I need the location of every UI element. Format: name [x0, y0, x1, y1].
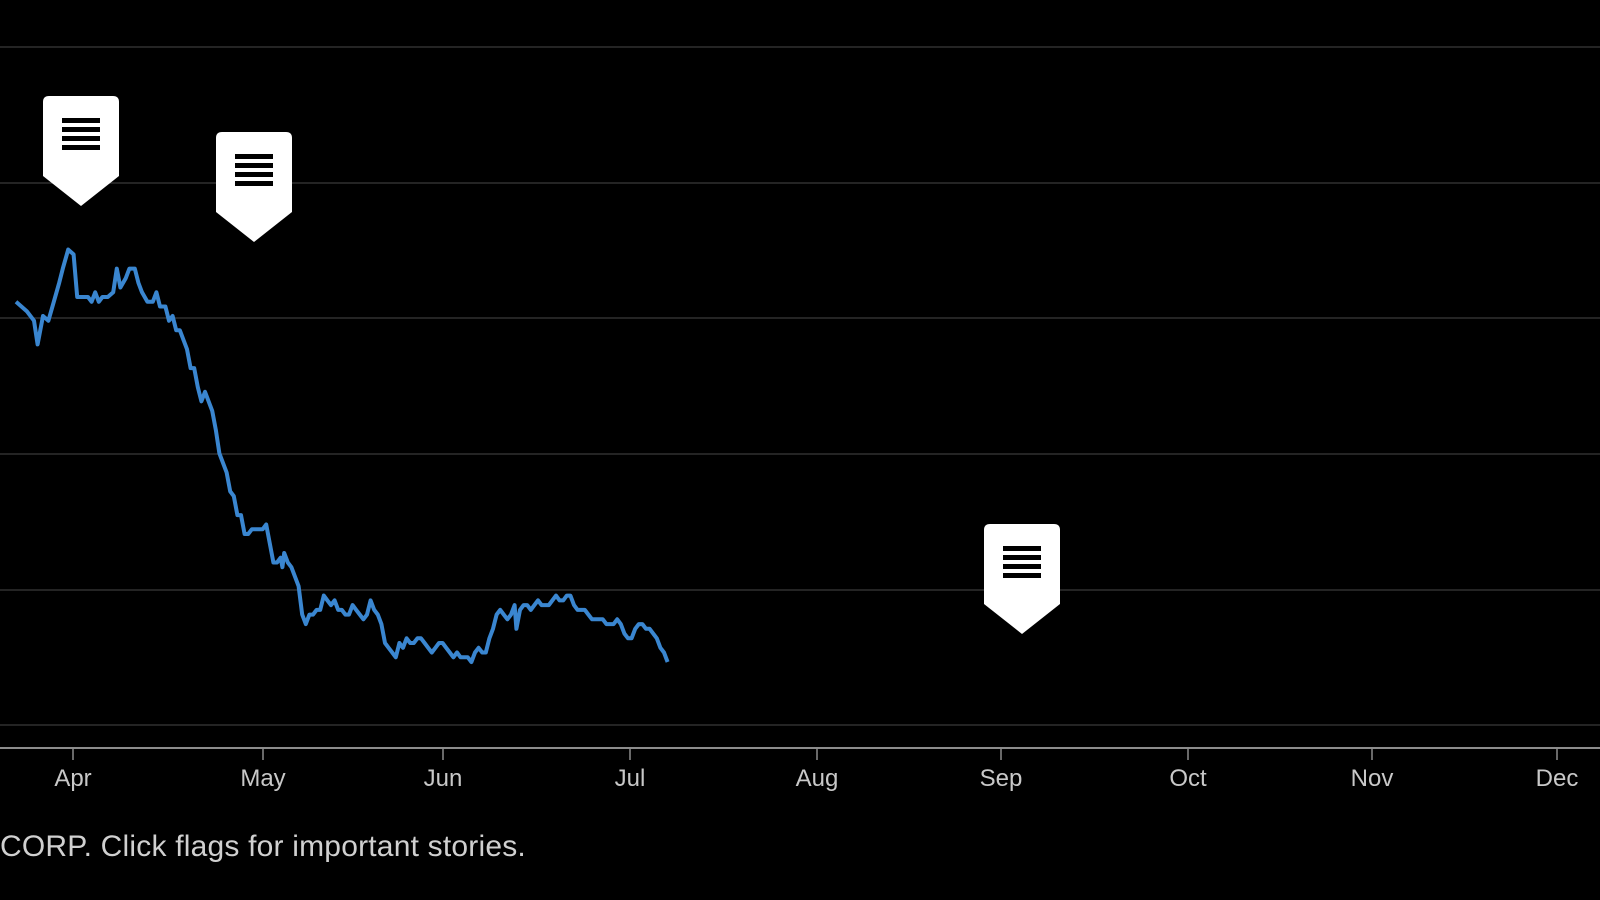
- news-flags[interactable]: [43, 96, 1060, 634]
- x-axis-ticks: Apr May Jun Jul Aug Sep Oct Nov Dec: [54, 748, 1578, 792]
- news-flag-icon: [62, 118, 100, 150]
- flag-body: [984, 524, 1060, 634]
- x-tick-label: Aug: [796, 765, 839, 792]
- news-flag[interactable]: [984, 524, 1060, 634]
- news-flag[interactable]: [43, 96, 119, 206]
- x-tick-label: Dec: [1536, 765, 1579, 792]
- x-tick-label: Oct: [1169, 765, 1207, 792]
- flag-body: [216, 132, 292, 242]
- price-series-line: [14, 247, 670, 664]
- news-flag[interactable]: [216, 132, 292, 242]
- x-tick-label: Sep: [980, 765, 1023, 792]
- news-flag-icon: [235, 154, 273, 186]
- x-tick-label: May: [240, 765, 285, 792]
- x-tick-label: Apr: [54, 765, 91, 792]
- price-chart: Apr May Jun Jul Aug Sep Oct Nov Dec: [0, 46, 1600, 792]
- flag-body: [43, 96, 119, 206]
- x-tick-label: Nov: [1351, 765, 1394, 792]
- news-flag-icon: [1003, 546, 1041, 578]
- x-tick-label: Jul: [615, 765, 646, 792]
- chart-caption: CORP. Click flags for important stories.: [0, 830, 526, 863]
- x-tick-label: Jun: [424, 765, 463, 792]
